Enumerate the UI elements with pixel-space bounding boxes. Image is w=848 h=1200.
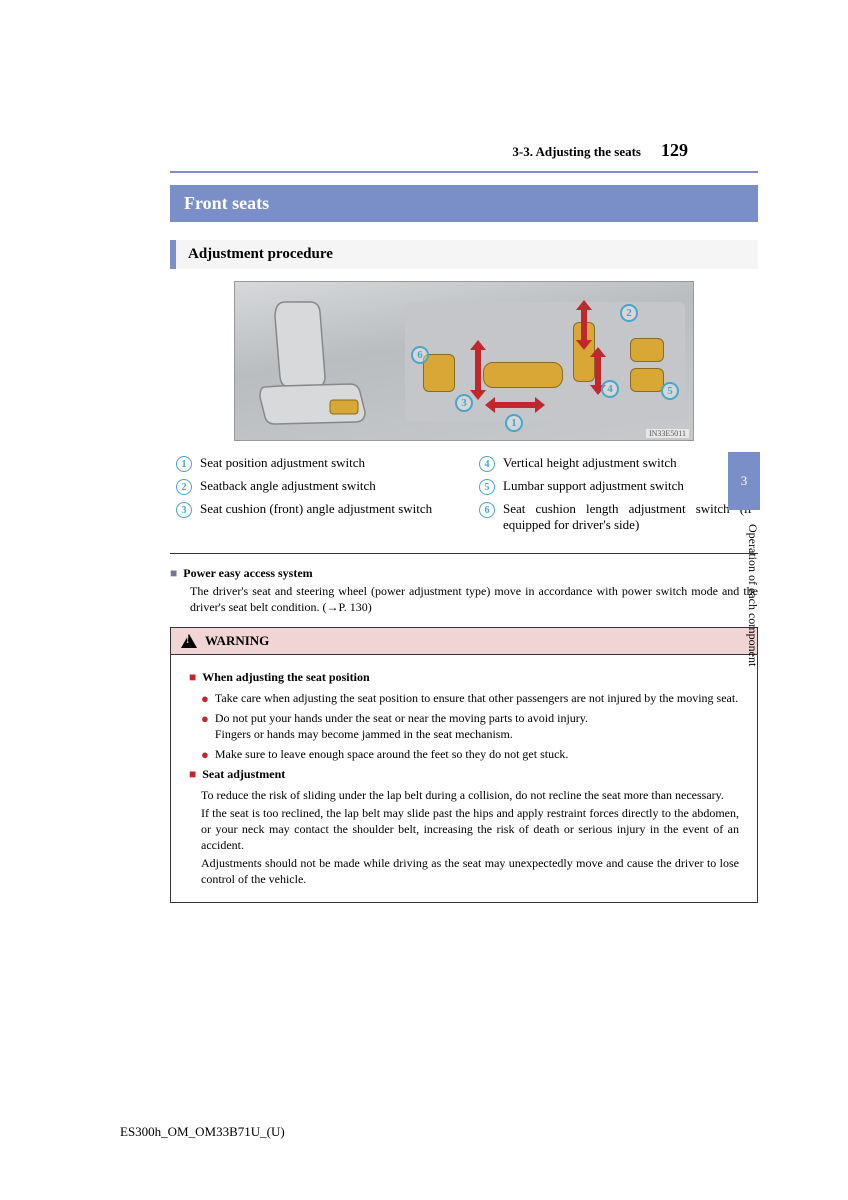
legend-item: 3 Seat cushion (front) angle adjustment …	[176, 501, 449, 533]
chapter-tab: 3	[728, 452, 760, 510]
diagram-code: IN33E5011	[646, 429, 689, 438]
warning-bullet: ● Take care when adjusting the seat posi…	[201, 690, 739, 706]
warning-triangle-icon	[181, 634, 197, 648]
arrow-icon	[475, 350, 481, 390]
warning-bullet: ● Make sure to leave enough space around…	[201, 746, 739, 762]
legend-text: Vertical height adjustment switch	[503, 455, 677, 472]
info-title-row: ■ Power easy access system	[170, 566, 758, 581]
divider	[170, 553, 758, 554]
legend-item: 4 Vertical height adjustment switch	[479, 455, 752, 472]
legend-item: 2 Seatback angle adjustment switch	[176, 478, 449, 495]
warning-paragraph: If the seat is too reclined, the lap bel…	[201, 805, 739, 854]
page-title: Front seats	[170, 185, 758, 222]
legend-item: 5 Lumbar support adjustment switch	[479, 478, 752, 495]
legend-number: 5	[479, 479, 495, 495]
legend-number: 4	[479, 456, 495, 472]
warning-box: WARNING ■ When adjusting the seat positi…	[170, 627, 758, 902]
legend-text: Lumbar support adjustment switch	[503, 478, 684, 495]
warning-section-heading: When adjusting the seat position	[202, 669, 369, 685]
subheading: Adjustment procedure	[170, 240, 758, 269]
control-panel: 1 2 3 4 5 6	[405, 302, 685, 422]
switch-lumbar-top	[630, 338, 664, 362]
callout-6: 6	[411, 346, 429, 364]
callout-2: 2	[620, 304, 638, 322]
callout-4: 4	[601, 380, 619, 398]
warning-paragraph: Adjustments should not be made while dri…	[201, 855, 739, 887]
arrow-icon	[595, 357, 601, 385]
legend-number: 6	[479, 502, 495, 518]
legend-text: Seat position adjustment switch	[200, 455, 365, 472]
page-number: 129	[661, 140, 688, 161]
page-content: 3-3. Adjusting the seats 129 Front seats…	[0, 0, 848, 963]
header-rule	[170, 171, 758, 173]
dot-bullet-icon: ●	[201, 692, 209, 706]
arrow-icon	[495, 402, 535, 408]
legend-text: Seat cushion length adjustment switch (i…	[503, 501, 752, 533]
switch-cushion	[483, 362, 563, 388]
chapter-number: 3	[741, 473, 748, 489]
seat-control-diagram: 1 2 3 4 5 6 IN33E5011	[234, 281, 694, 441]
legend-item: 6 Seat cushion length adjustment switch …	[479, 501, 752, 533]
info-title: Power easy access system	[183, 566, 312, 581]
page-header: 3-3. Adjusting the seats 129	[170, 140, 758, 161]
callout-5: 5	[661, 382, 679, 400]
legend-grid: 1 Seat position adjustment switch 4 Vert…	[170, 455, 758, 533]
legend-text: Seat cushion (front) angle adjustment sw…	[200, 501, 432, 533]
warning-body: ■ When adjusting the seat position ● Tak…	[171, 655, 757, 901]
warning-section-title: ■ When adjusting the seat position	[189, 669, 739, 685]
switch-lumbar-bottom	[630, 368, 664, 392]
dot-bullet-icon: ●	[201, 748, 209, 762]
warning-bullet: ● Do not put your hands under the seat o…	[201, 710, 739, 742]
warning-bullet-text: Make sure to leave enough space around t…	[215, 746, 569, 762]
warning-paragraph: To reduce the risk of sliding under the …	[201, 787, 739, 803]
seat-illustration	[245, 292, 395, 432]
legend-number: 1	[176, 456, 192, 472]
square-bullet-icon: ■	[189, 766, 196, 782]
legend-text: Seatback angle adjustment switch	[200, 478, 376, 495]
footer-code: ES300h_OM_OM33B71U_(U)	[120, 1124, 285, 1140]
warning-section-heading: Seat adjustment	[202, 766, 285, 782]
legend-number: 2	[176, 479, 192, 495]
section-label: 3-3. Adjusting the seats	[512, 144, 641, 160]
square-bullet-icon: ■	[170, 566, 177, 581]
square-bullet-icon: ■	[189, 669, 196, 685]
legend-number: 3	[176, 502, 192, 518]
warning-label: WARNING	[205, 633, 269, 649]
switch-6	[423, 354, 455, 392]
warning-bullet-text: Take care when adjusting the seat positi…	[215, 690, 738, 706]
warning-header: WARNING	[171, 628, 757, 655]
warning-section-title: ■ Seat adjustment	[189, 766, 739, 782]
callout-1: 1	[505, 414, 523, 432]
info-body: The driver's seat and steering wheel (po…	[170, 583, 758, 615]
callout-3: 3	[455, 394, 473, 412]
info-block: ■ Power easy access system The driver's …	[170, 566, 758, 615]
arrow-icon	[581, 310, 587, 340]
legend-item: 1 Seat position adjustment switch	[176, 455, 449, 472]
warning-bullet-text: Do not put your hands under the seat or …	[215, 710, 588, 742]
dot-bullet-icon: ●	[201, 712, 209, 742]
chapter-label: Operation of each component	[728, 520, 760, 750]
